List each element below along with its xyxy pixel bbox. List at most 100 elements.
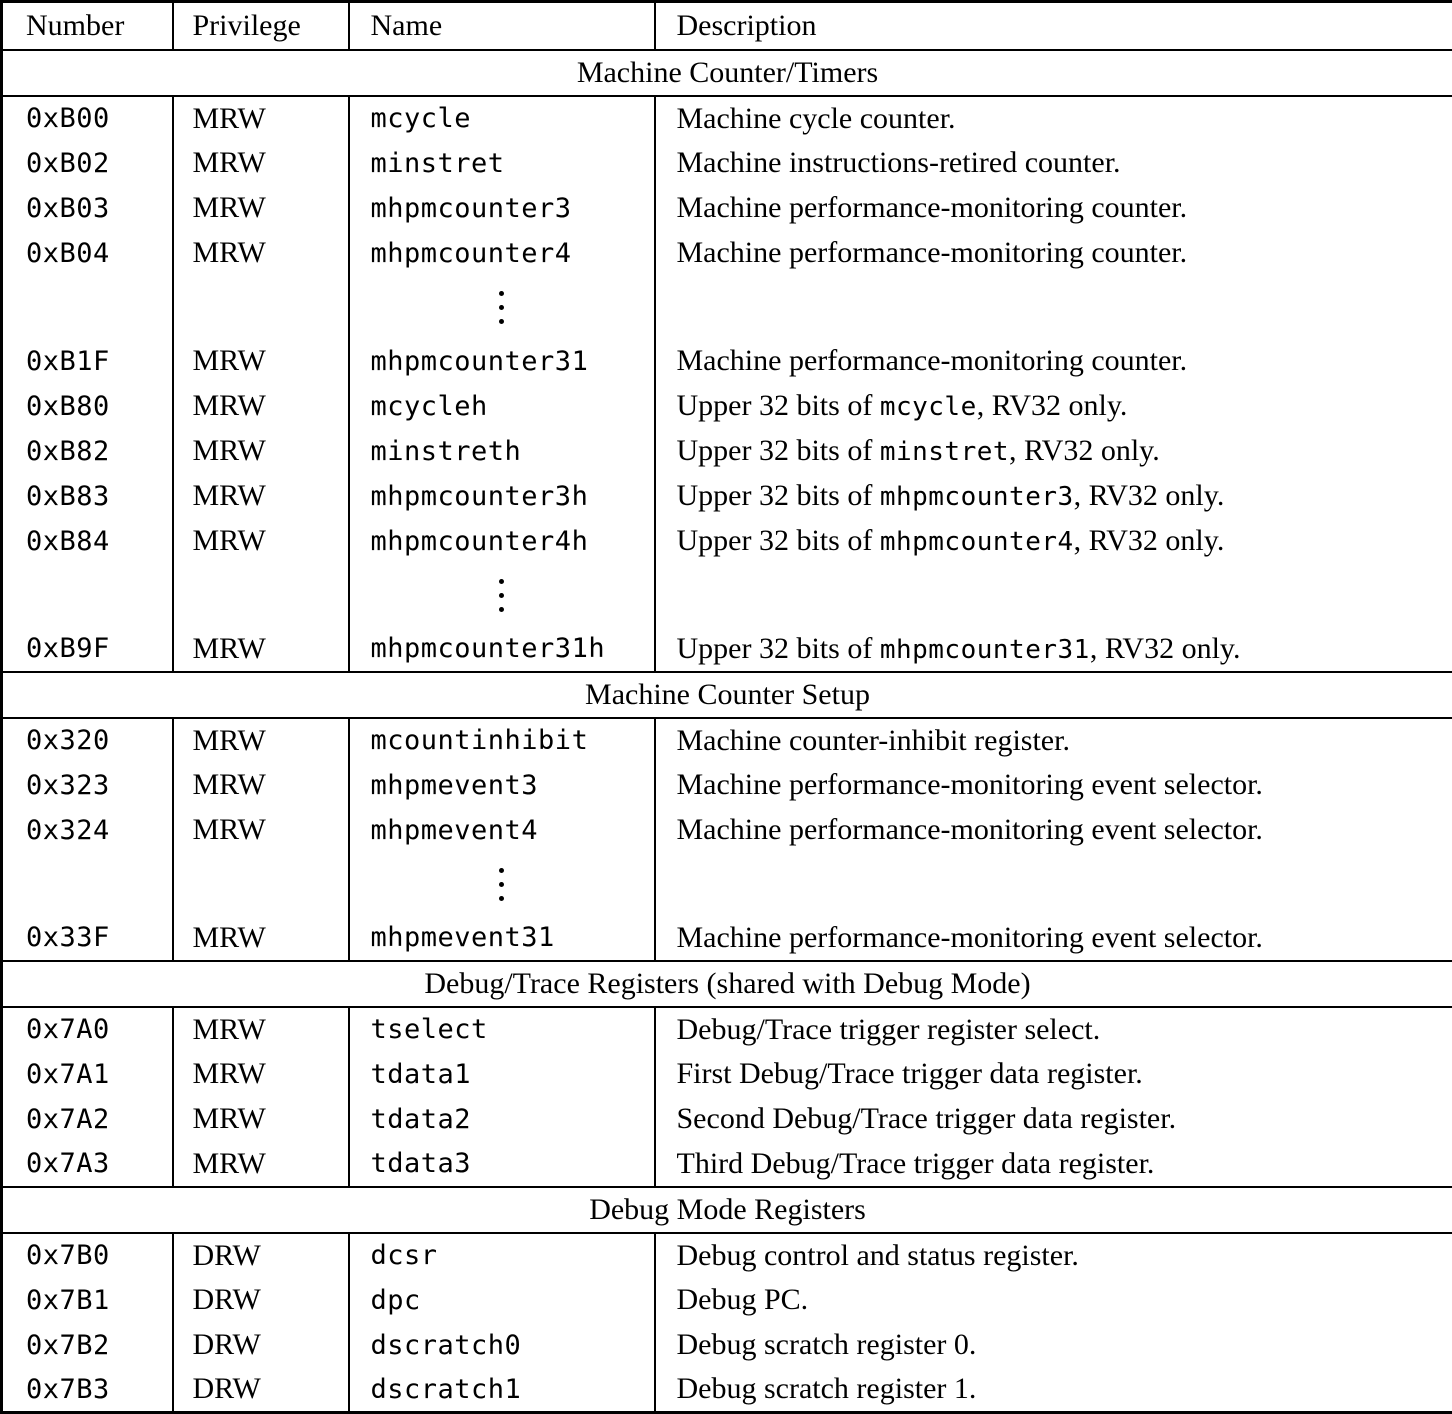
cell-privilege: MRW xyxy=(173,763,349,808)
cell-privilege: MRW xyxy=(173,141,349,186)
cell-privilege: MRW xyxy=(173,231,349,276)
cell-name: mhpmevent4 xyxy=(349,808,655,853)
description-text: Debug/Trace trigger register select. xyxy=(677,1013,1101,1046)
cell-privilege: MRW xyxy=(173,718,349,763)
cell-number: 0xB80 xyxy=(2,384,173,429)
section-title: Debug/Trace Registers (shared with Debug… xyxy=(2,961,1452,1007)
section-header-row: Debug Mode Registers xyxy=(2,1187,1452,1233)
cell-name: mhpmcounter3 xyxy=(349,186,655,231)
description-text: , RV32 only. xyxy=(1074,479,1225,512)
ellipsis-row xyxy=(2,276,1452,339)
cell-name: mcountinhibit xyxy=(349,718,655,763)
cell-number: 0xB82 xyxy=(2,429,173,474)
description-text: , RV32 only. xyxy=(1090,632,1241,665)
cell-description: Debug PC. xyxy=(655,1278,1452,1323)
cell-number: 0xB04 xyxy=(2,231,173,276)
section-title: Debug Mode Registers xyxy=(2,1187,1452,1233)
empty-cell xyxy=(2,564,173,627)
cell-privilege: MRW xyxy=(173,519,349,564)
description-text: Upper 32 bits of xyxy=(677,434,880,467)
cell-name: dscratch1 xyxy=(349,1368,655,1413)
cell-name: tselect xyxy=(349,1007,655,1052)
cell-privilege: MRW xyxy=(173,627,349,672)
cell-description: Third Debug/Trace trigger data register. xyxy=(655,1142,1452,1187)
register-name-inline: mhpmcounter31 xyxy=(880,635,1090,665)
ellipsis-cell xyxy=(349,853,655,916)
register-name-inline: minstret xyxy=(880,437,1009,467)
cell-number: 0x7B1 xyxy=(2,1278,173,1323)
cell-name: mhpmcounter3h xyxy=(349,474,655,519)
description-text: Machine performance-monitoring event sel… xyxy=(677,768,1263,801)
cell-name: minstreth xyxy=(349,429,655,474)
dot xyxy=(499,607,504,612)
ellipsis-cell xyxy=(349,276,655,339)
cell-description: Second Debug/Trace trigger data register… xyxy=(655,1097,1452,1142)
cell-number: 0x323 xyxy=(2,763,173,808)
description-text: Debug control and status register. xyxy=(677,1239,1079,1272)
cell-number: 0x7B0 xyxy=(2,1233,173,1278)
cell-number: 0x320 xyxy=(2,718,173,763)
column-header-row: Number Privilege Name Description xyxy=(2,2,1452,50)
cell-description: Machine counter-inhibit register. xyxy=(655,718,1452,763)
cell-description: Machine performance-monitoring event sel… xyxy=(655,763,1452,808)
empty-cell xyxy=(173,853,349,916)
cell-description: Machine performance-monitoring event sel… xyxy=(655,916,1452,961)
cell-number: 0xB9F xyxy=(2,627,173,672)
dot xyxy=(499,579,504,584)
cell-privilege: MRW xyxy=(173,1052,349,1097)
dot xyxy=(499,593,504,598)
cell-name: mcycle xyxy=(349,96,655,141)
cell-privilege: MRW xyxy=(173,1007,349,1052)
cell-privilege: DRW xyxy=(173,1278,349,1323)
cell-number: 0x7A3 xyxy=(2,1142,173,1187)
cell-privilege: DRW xyxy=(173,1368,349,1413)
description-text: Debug PC. xyxy=(677,1283,809,1316)
cell-name: dcsr xyxy=(349,1233,655,1278)
cell-privilege: MRW xyxy=(173,186,349,231)
cell-name: mhpmevent31 xyxy=(349,916,655,961)
description-text: Machine performance-monitoring event sel… xyxy=(677,813,1263,846)
cell-description: Machine performance-monitoring event sel… xyxy=(655,808,1452,853)
cell-privilege: MRW xyxy=(173,474,349,519)
dot xyxy=(499,896,504,901)
description-text: Debug scratch register 0. xyxy=(677,1328,977,1361)
cell-privilege: MRW xyxy=(173,96,349,141)
section-header-row: Machine Counter Setup xyxy=(2,672,1452,718)
dot xyxy=(499,882,504,887)
cell-description: First Debug/Trace trigger data register. xyxy=(655,1052,1452,1097)
cell-name: mhpmcounter4 xyxy=(349,231,655,276)
cell-name: mhpmcounter4h xyxy=(349,519,655,564)
cell-number: 0x7A2 xyxy=(2,1097,173,1142)
cell-description: Machine performance-monitoring counter. xyxy=(655,186,1452,231)
section-title: Machine Counter/Timers xyxy=(2,50,1452,96)
description-text: , RV32 only. xyxy=(1009,434,1160,467)
column-header-name: Name xyxy=(349,2,655,50)
ellipsis-cell xyxy=(349,564,655,627)
description-text: Machine performance-monitoring counter. xyxy=(677,344,1188,377)
vertical-ellipsis-icon xyxy=(499,291,504,324)
cell-name: mhpmcounter31h xyxy=(349,627,655,672)
cell-name: mhpmevent3 xyxy=(349,763,655,808)
description-text: Machine instructions-retired counter. xyxy=(677,146,1121,179)
cell-name: tdata3 xyxy=(349,1142,655,1187)
cell-privilege: MRW xyxy=(173,808,349,853)
cell-description: Debug scratch register 0. xyxy=(655,1323,1452,1368)
ellipsis-row xyxy=(2,853,1452,916)
description-text: Upper 32 bits of xyxy=(677,479,880,512)
